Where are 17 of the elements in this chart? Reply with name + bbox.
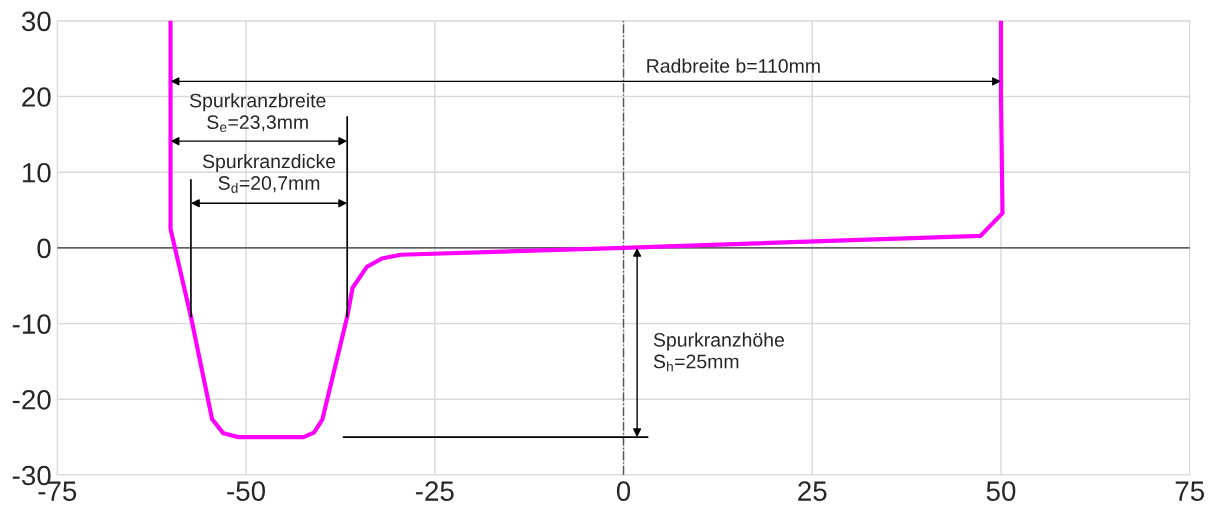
annotation: Spurkranzbreite S$_{e}$=23,3mm	[190, 93, 326, 133]
x-tick-label: -50	[227, 481, 266, 501]
y-tick-label: 0	[37, 238, 51, 259]
y-tick-label: 30	[21, 11, 51, 32]
y-tick-label: -20	[12, 389, 51, 410]
x-tick-label: 0	[616, 481, 631, 501]
x-tick-label: 50	[986, 481, 1016, 501]
annotation: Spurkranzdicke S$_{d}$=20,7mm	[202, 153, 336, 193]
line-series	[168, 20, 1005, 440]
x-tick-label: 25	[798, 481, 827, 501]
annotation: Radbreite b=110mm	[647, 58, 820, 73]
x-tick-label: -25	[415, 481, 454, 501]
x-tick-label: 75	[1175, 481, 1205, 501]
y-tick-label: 20	[22, 87, 51, 107]
y-tick-label: -10	[12, 314, 51, 334]
y-tick-label: 10	[22, 162, 51, 183]
annotation: Spurkranzhöhe S$_{h}$=25mm	[653, 332, 784, 372]
